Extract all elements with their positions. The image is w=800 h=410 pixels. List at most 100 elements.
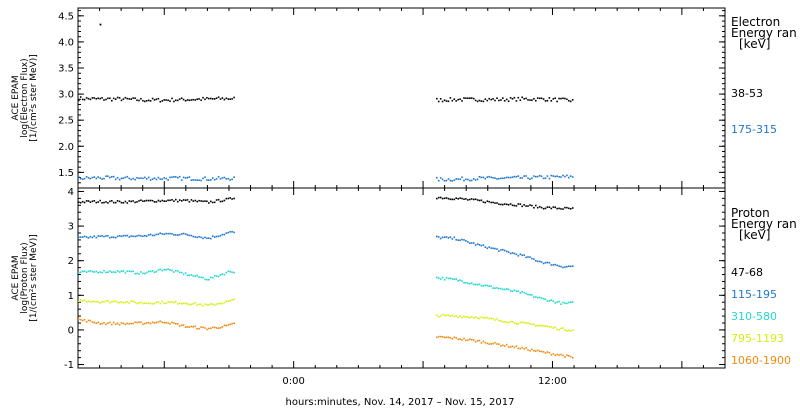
data-point	[492, 247, 494, 250]
data-point	[560, 303, 562, 305]
x-tick-label: 0:00	[282, 376, 304, 387]
data-point	[500, 345, 502, 347]
data-point	[105, 175, 107, 177]
data-point	[503, 345, 506, 347]
data-point	[221, 233, 224, 236]
data-point	[140, 235, 142, 237]
y-tick-label: 2.5	[58, 116, 74, 127]
data-point	[233, 271, 235, 274]
data-point	[556, 301, 558, 303]
data-point	[206, 304, 208, 306]
data-point	[482, 244, 485, 246]
data-point	[169, 269, 171, 271]
data-point	[83, 318, 86, 321]
data-point	[93, 321, 96, 324]
data-point	[556, 207, 558, 210]
data-point	[571, 265, 574, 267]
data-point	[155, 301, 158, 304]
data-point	[97, 271, 99, 274]
data-point	[441, 178, 444, 181]
data-point	[81, 178, 84, 180]
data-point	[206, 200, 208, 203]
data-point	[155, 321, 158, 324]
data-point	[208, 304, 210, 306]
data-point	[219, 274, 222, 276]
data-point	[443, 279, 446, 281]
data-point	[558, 176, 560, 178]
data-point	[124, 272, 127, 274]
data-point	[511, 252, 514, 254]
data-point	[463, 337, 465, 340]
data-point	[144, 100, 146, 103]
data-point	[130, 235, 132, 237]
data-point	[474, 316, 477, 318]
data-point	[439, 335, 442, 338]
data-point	[554, 175, 556, 178]
data-point	[517, 290, 520, 292]
data-point	[99, 235, 101, 237]
data-point	[498, 177, 500, 180]
data-point	[111, 236, 113, 238]
data-point	[546, 325, 549, 328]
data-point	[144, 235, 146, 237]
data-point	[217, 302, 220, 305]
y-tick-label: 4	[68, 187, 74, 198]
data-point	[478, 244, 481, 246]
data-point	[509, 252, 512, 255]
data-point	[535, 325, 537, 327]
data-point	[221, 302, 224, 305]
data-point	[215, 327, 218, 329]
data-point	[223, 301, 226, 304]
data-point	[194, 99, 197, 101]
data-point	[136, 272, 138, 275]
data-point	[194, 302, 197, 304]
data-point	[513, 346, 516, 349]
data-point	[190, 179, 193, 181]
data-point	[490, 176, 492, 179]
data-point	[225, 178, 228, 180]
data-point	[569, 208, 572, 210]
data-point	[554, 206, 556, 209]
data-point	[145, 322, 148, 324]
data-point	[548, 262, 551, 264]
data-point	[498, 343, 500, 345]
data-point	[569, 100, 572, 103]
data-point	[120, 322, 123, 324]
data-point	[496, 287, 498, 289]
data-point	[200, 236, 202, 239]
data-point	[498, 319, 500, 322]
data-point	[118, 235, 121, 237]
data-point	[445, 197, 448, 199]
data-point	[184, 326, 187, 328]
data-point	[103, 99, 105, 101]
data-point	[173, 322, 175, 324]
data-point	[211, 326, 214, 329]
data-point	[533, 349, 535, 352]
data-point	[552, 264, 555, 266]
data-point	[451, 180, 454, 182]
data-point	[486, 316, 489, 319]
data-point	[107, 235, 109, 237]
data-point	[437, 196, 440, 199]
data-point	[126, 97, 129, 100]
data-point	[126, 322, 129, 325]
data-point	[192, 98, 195, 101]
data-point	[536, 296, 539, 299]
data-point	[569, 175, 572, 177]
data-point	[180, 233, 183, 235]
data-point	[463, 281, 465, 284]
data-point	[213, 236, 216, 238]
data-point	[112, 321, 115, 324]
data-point	[488, 200, 490, 203]
data-point	[161, 269, 164, 272]
data-point	[542, 325, 545, 327]
data-point	[118, 200, 121, 203]
data-point	[178, 98, 181, 100]
data-point	[562, 301, 564, 304]
data-point	[552, 327, 555, 329]
data-point	[200, 303, 202, 306]
data-point	[178, 175, 181, 178]
data-point	[439, 278, 442, 280]
data-point	[486, 200, 489, 202]
